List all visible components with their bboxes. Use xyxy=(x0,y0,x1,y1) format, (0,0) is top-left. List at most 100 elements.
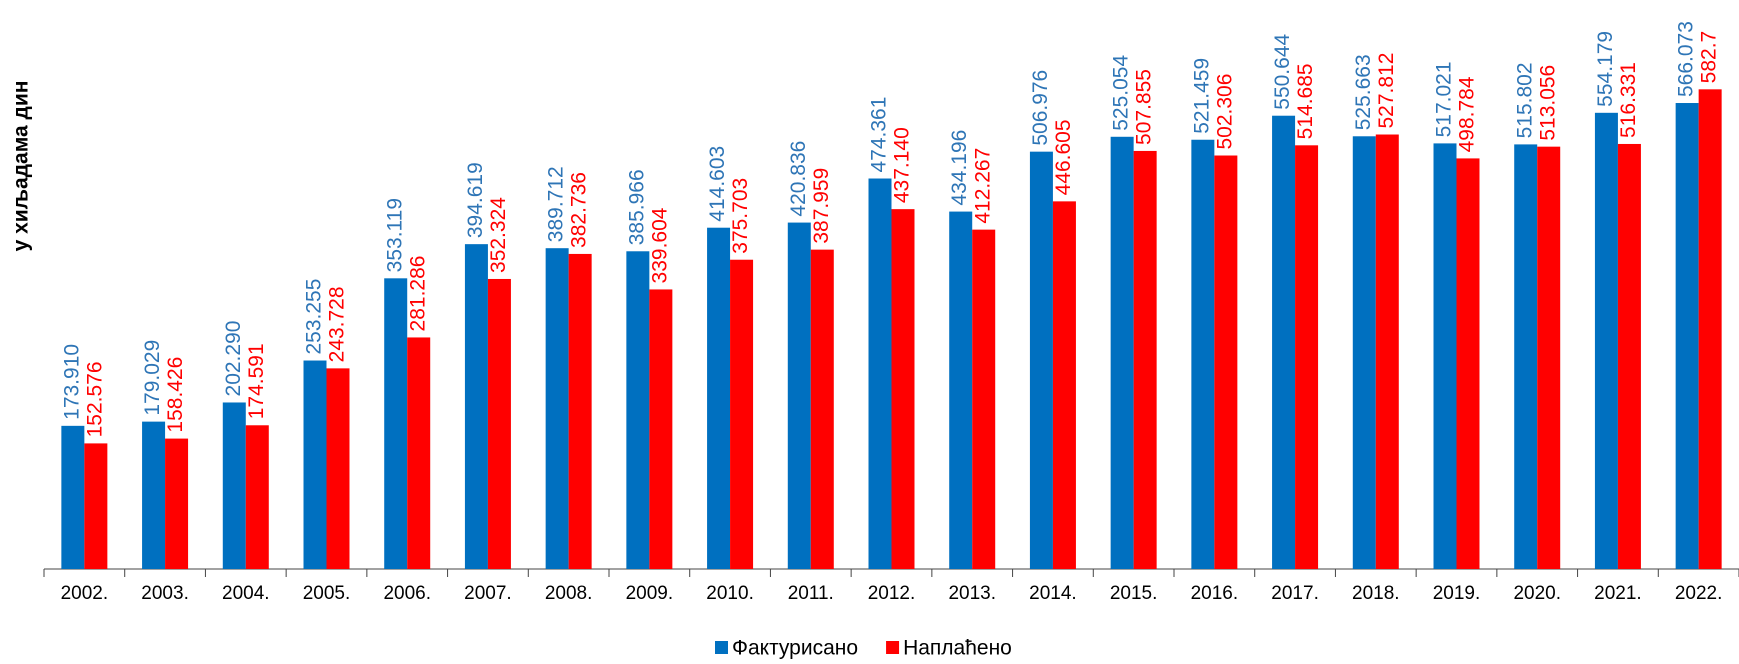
bar xyxy=(787,222,811,569)
value-label: 339.604 xyxy=(648,207,671,283)
x-tick-label: 2009. xyxy=(626,583,674,604)
bar xyxy=(568,253,592,569)
bar xyxy=(707,227,731,569)
value-label: 502.306 xyxy=(1213,74,1236,150)
value-label: 434.196 xyxy=(948,130,971,206)
bar xyxy=(972,229,996,569)
value-label: 566.073 xyxy=(1675,21,1698,97)
x-tick-label: 2016. xyxy=(1191,583,1239,604)
y-axis-title: у хиљадама дин xyxy=(10,81,33,252)
value-label: 375.703 xyxy=(729,178,752,254)
x-tick-label: 2002. xyxy=(61,583,109,604)
bar xyxy=(868,178,892,569)
bar xyxy=(1698,89,1722,569)
value-label: 173.910 xyxy=(60,344,83,420)
bar xyxy=(949,211,973,569)
bar xyxy=(407,337,431,569)
bar xyxy=(1456,158,1480,569)
x-tick-label: 2003. xyxy=(141,583,189,604)
bar xyxy=(1433,143,1457,570)
bar xyxy=(1133,150,1157,570)
x-tick-label: 2019. xyxy=(1433,583,1481,604)
bar xyxy=(545,248,569,569)
value-label: 525.054 xyxy=(1110,55,1133,131)
legend-swatch xyxy=(886,641,900,654)
value-label: 507.855 xyxy=(1133,69,1156,145)
value-label: 389.712 xyxy=(545,166,568,242)
bar xyxy=(384,278,408,569)
x-tick-label: 2004. xyxy=(222,583,270,604)
value-label: 521.459 xyxy=(1190,58,1213,134)
value-label: 387.959 xyxy=(810,168,833,244)
value-label: 527.812 xyxy=(1375,53,1398,129)
legend-label: Фактурисано xyxy=(732,637,858,660)
value-label: 158.426 xyxy=(164,357,187,433)
bar xyxy=(1537,146,1561,569)
value-label: 506.976 xyxy=(1029,70,1052,146)
value-label: 352.324 xyxy=(487,197,510,273)
bar xyxy=(1191,139,1215,569)
value-label: 414.603 xyxy=(706,146,729,222)
bar xyxy=(303,360,327,569)
bar xyxy=(1352,136,1376,569)
value-label: 281.286 xyxy=(406,256,429,332)
value-label: 516.331 xyxy=(1617,62,1640,138)
bar xyxy=(730,259,754,569)
value-label: 525.663 xyxy=(1352,54,1375,130)
bar xyxy=(1052,201,1076,570)
x-tick-label: 2010. xyxy=(706,583,754,604)
bar xyxy=(326,368,350,569)
bar xyxy=(464,244,488,569)
value-label: 394.619 xyxy=(464,162,487,238)
x-tick-label: 2005. xyxy=(303,583,351,604)
value-label: 253.255 xyxy=(303,279,326,355)
bar xyxy=(1272,115,1296,569)
x-tick-label: 2022. xyxy=(1675,583,1723,604)
bar xyxy=(1214,155,1238,570)
value-label: 202.290 xyxy=(222,321,245,397)
value-label: 385.966 xyxy=(625,169,648,245)
x-tick-label: 2011. xyxy=(788,583,834,604)
x-tick-label: 2007. xyxy=(464,583,512,604)
bar xyxy=(1594,112,1618,569)
bar xyxy=(245,425,269,569)
value-label: 412.267 xyxy=(971,148,994,224)
value-label: 382.736 xyxy=(568,172,591,248)
bar xyxy=(1110,136,1134,570)
bar xyxy=(165,438,189,569)
value-label: 550.644 xyxy=(1271,33,1294,109)
bar xyxy=(84,443,108,569)
x-tick-label: 2013. xyxy=(948,583,996,604)
bar xyxy=(891,209,915,569)
bar xyxy=(61,425,85,569)
bar xyxy=(487,278,511,569)
x-tick-label: 2017. xyxy=(1271,583,1319,604)
value-label: 498.784 xyxy=(1456,76,1479,152)
x-tick-label: 2015. xyxy=(1110,583,1158,604)
value-label: 514.685 xyxy=(1294,63,1317,139)
x-tick-label: 2020. xyxy=(1513,583,1561,604)
bar xyxy=(222,402,246,569)
bar xyxy=(649,289,673,569)
bar xyxy=(810,249,834,569)
x-tick-label: 2014. xyxy=(1029,583,1077,604)
bar xyxy=(1514,144,1538,570)
value-label: 446.605 xyxy=(1052,119,1075,195)
value-label: 513.056 xyxy=(1536,65,1559,141)
value-label: 517.021 xyxy=(1433,61,1456,137)
bar xyxy=(1029,151,1053,569)
value-label: 420.836 xyxy=(787,141,810,217)
bar xyxy=(1375,134,1399,569)
value-label: 474.361 xyxy=(868,97,891,173)
legend-swatch xyxy=(715,641,728,654)
bar xyxy=(1617,143,1641,569)
value-label: 353.119 xyxy=(383,198,406,272)
value-label: 437.140 xyxy=(891,127,914,203)
value-label: 174.591 xyxy=(245,343,268,419)
bar xyxy=(1675,103,1699,570)
value-label: 554.179 xyxy=(1594,31,1617,107)
value-label: 515.802 xyxy=(1513,62,1536,138)
value-label: 243.728 xyxy=(326,286,349,362)
value-label: 582.7 xyxy=(1698,31,1721,84)
